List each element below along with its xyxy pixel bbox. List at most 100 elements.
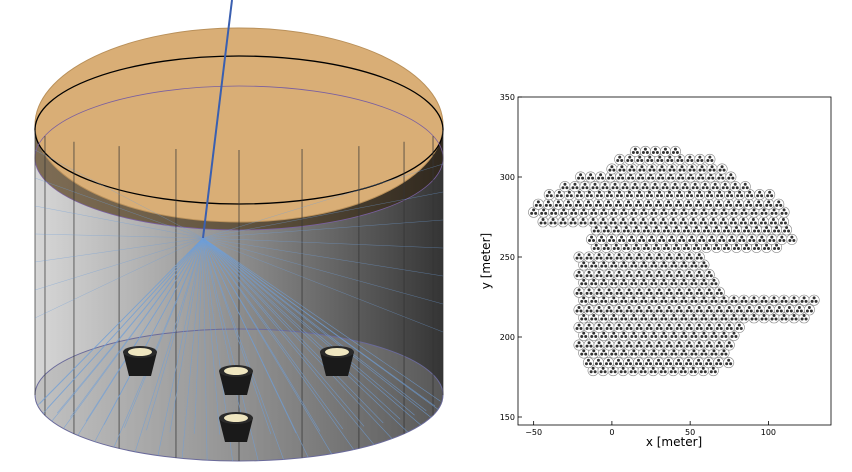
station-marker	[677, 365, 689, 377]
light-ray	[124, 237, 204, 428]
station-marker	[613, 269, 625, 281]
station-marker	[626, 163, 638, 175]
light-ray	[202, 237, 384, 424]
station-marker	[618, 206, 630, 218]
station-marker	[547, 216, 559, 228]
cherenkov-light-rays	[34, 149, 444, 462]
station-marker	[572, 198, 584, 210]
x-tick-label: 100	[761, 428, 776, 437]
station-marker	[643, 321, 655, 333]
station-marker	[738, 294, 750, 306]
station-marker	[613, 251, 625, 263]
station-marker	[628, 277, 640, 289]
station-marker	[593, 339, 605, 351]
station-marker	[667, 216, 679, 228]
station-marker	[643, 269, 655, 281]
station-marker	[657, 365, 669, 377]
station-marker	[578, 277, 590, 289]
station-marker	[578, 329, 590, 341]
station-marker	[728, 294, 740, 306]
station-marker	[637, 365, 649, 377]
light-ray	[34, 237, 204, 291]
station-marker	[673, 339, 685, 351]
station-marker	[757, 216, 769, 228]
station-marker	[593, 286, 605, 298]
station-marker	[653, 357, 665, 369]
light-ray	[202, 237, 401, 420]
station-marker	[633, 339, 645, 351]
station-marker	[603, 339, 615, 351]
station-marker	[798, 294, 810, 306]
station-marker	[596, 233, 608, 245]
station-marker	[619, 181, 631, 193]
station-marker	[603, 251, 615, 263]
station-marker	[663, 251, 675, 263]
light-ray	[202, 237, 393, 439]
light-ray	[39, 237, 204, 404]
station-marker	[718, 206, 730, 218]
station-marker	[583, 189, 595, 201]
station-marker	[613, 339, 625, 351]
station-marker	[687, 216, 699, 228]
station-marker	[747, 216, 759, 228]
station-marker	[686, 163, 698, 175]
station-marker	[699, 181, 711, 193]
station-marker	[693, 357, 705, 369]
station-marker	[693, 304, 705, 316]
station-marker	[656, 163, 668, 175]
station-marker	[703, 304, 715, 316]
pmt-center	[219, 365, 253, 395]
station-marker	[669, 181, 681, 193]
station-marker	[676, 163, 688, 175]
station-marker	[689, 181, 701, 193]
station-marker	[713, 304, 725, 316]
station-marker	[713, 198, 725, 210]
light-ray	[202, 237, 421, 426]
station-marker	[586, 233, 598, 245]
station-marker	[673, 304, 685, 316]
station-marker	[698, 206, 710, 218]
station-marker	[740, 241, 752, 253]
station-marker	[678, 312, 690, 324]
light-ray	[181, 237, 204, 459]
station-marker	[532, 198, 544, 210]
station-marker	[773, 198, 785, 210]
station-marker	[613, 286, 625, 298]
station-marker	[633, 357, 645, 369]
station-marker	[595, 171, 607, 183]
station-marker	[653, 321, 665, 333]
light-ray	[34, 237, 204, 263]
station-marker	[597, 216, 609, 228]
station-marker	[614, 153, 626, 165]
x-axis-label: x [meter]	[646, 435, 702, 449]
station-marker	[673, 251, 685, 263]
station-marker	[548, 206, 560, 218]
station-marker	[716, 233, 728, 245]
station-markers	[528, 145, 820, 377]
station-marker	[562, 198, 574, 210]
station-marker	[717, 216, 729, 228]
station-marker	[734, 189, 746, 201]
pmt-front	[219, 412, 253, 442]
station-marker	[583, 321, 595, 333]
light-ray	[202, 237, 272, 435]
station-marker	[783, 304, 795, 316]
station-marker	[713, 286, 725, 298]
station-marker	[598, 347, 610, 359]
station-marker	[623, 251, 635, 263]
station-marker	[668, 206, 680, 218]
station-marker	[688, 329, 700, 341]
light-ray	[202, 237, 439, 410]
station-marker	[590, 241, 602, 253]
station-marker	[678, 206, 690, 218]
station-marker	[673, 357, 685, 369]
station-marker	[674, 189, 686, 201]
station-marker	[753, 198, 765, 210]
station-marker	[603, 321, 615, 333]
light-ray	[202, 237, 441, 402]
light-ray	[202, 237, 284, 460]
station-marker	[719, 181, 731, 193]
light-ray	[169, 237, 204, 433]
station-marker	[693, 286, 705, 298]
station-marker	[753, 304, 765, 316]
